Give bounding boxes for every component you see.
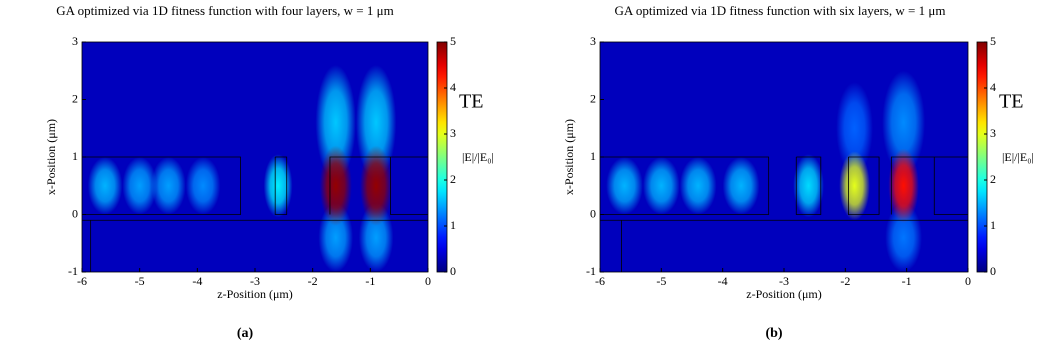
colorbar-tick-label: 3: [990, 126, 996, 140]
annotation: TE: [459, 91, 483, 113]
colorbar-tick-label: 1: [990, 218, 996, 232]
waveguide-outline: [933, 157, 968, 215]
y-tick-label: 3: [72, 34, 78, 48]
waveguide-outline: [600, 156, 770, 215]
x-tick-label: -4: [192, 274, 202, 288]
x-tick-label: -6: [77, 274, 87, 288]
y-tick-label: 0: [72, 206, 78, 220]
x-tick-label: -2: [840, 274, 850, 288]
waveguide-outline: [890, 156, 968, 215]
field-hotspot: [315, 65, 356, 180]
y-tick-label: -1: [68, 264, 78, 278]
field-hotspot: [882, 70, 926, 175]
waveguide-outline: [390, 157, 428, 215]
colorbar: [976, 41, 988, 273]
colorbar-tick-label: 2: [990, 172, 996, 186]
y-tick-label: 2: [72, 91, 78, 105]
plot-area: [600, 42, 968, 272]
x-tick-label: -3: [779, 274, 789, 288]
chart-title: GA optimized via 1D fitness function wit…: [56, 3, 393, 18]
field-hotspot: [359, 145, 393, 226]
x-axis-label: z-Position (μm): [217, 287, 292, 301]
panel-caption: (b): [765, 326, 782, 341]
field-hotspot: [263, 154, 293, 218]
y-tick-label: 1: [590, 149, 596, 163]
colorbar-tick-label: 3: [450, 126, 456, 140]
colorbar-tick-label: 1: [450, 218, 456, 232]
x-tick-label: -6: [595, 274, 605, 288]
field-hotspot: [87, 157, 123, 215]
plot-area: [82, 42, 428, 272]
y-tick-label: 3: [590, 34, 596, 48]
colorbar-tick-label: 2: [450, 172, 456, 186]
waveguide-outline: [795, 156, 822, 215]
field-hotspot: [679, 157, 717, 215]
x-tick-label: -3: [250, 274, 260, 288]
field-hotspot: [185, 157, 221, 215]
y-axis-label: x-Position (μm): [562, 119, 576, 195]
field-hotspot: [122, 157, 157, 215]
colorbar-tick-label: 0: [450, 264, 456, 278]
y-axis-label: x-Position (μm): [44, 119, 58, 195]
x-axis-label: z-Position (μm): [746, 287, 821, 301]
x-tick-label: -4: [718, 274, 728, 288]
waveguide-outline: [329, 156, 428, 215]
x-tick-label: -1: [365, 274, 375, 288]
y-tick-label: -1: [586, 264, 596, 278]
colorbar-tick-label: 4: [450, 80, 456, 94]
waveguide-outline: [848, 156, 880, 215]
colorbar-label: |E|/|E₀|: [1002, 150, 1034, 164]
field-hotspot: [836, 82, 873, 175]
field-hotspot: [722, 157, 760, 215]
colorbar-label: |E|/|E₀|: [462, 150, 494, 164]
field-hotspot: [642, 157, 680, 215]
field-hotspot: [151, 157, 186, 215]
x-tick-label: 0: [965, 274, 971, 288]
colorbar: [436, 41, 448, 273]
waveguide-outline: [82, 156, 241, 215]
field-hotspot: [606, 157, 643, 215]
field-hotspot: [355, 65, 397, 180]
y-tick-label: 1: [72, 149, 78, 163]
chart-title: GA optimized via 1D fitness function wit…: [615, 3, 946, 18]
x-tick-label: -5: [135, 274, 145, 288]
waveguide-outline: [274, 156, 288, 215]
colorbar-tick-label: 0: [990, 264, 996, 278]
colorbar-tick-label: 5: [450, 34, 456, 48]
y-tick-label: 0: [590, 206, 596, 220]
x-tick-label: 0: [425, 274, 431, 288]
field-hotspot: [319, 145, 352, 226]
colorbar-tick-label: 4: [990, 80, 996, 94]
x-tick-label: -1: [902, 274, 912, 288]
field-hotspot: [888, 148, 919, 224]
field-hotspot: [793, 154, 824, 218]
x-tick-label: -5: [656, 274, 666, 288]
y-tick-label: 2: [590, 91, 596, 105]
annotation: TE: [999, 91, 1023, 113]
colorbar-tick-label: 5: [990, 34, 996, 48]
x-tick-label: -2: [308, 274, 318, 288]
panel-caption: (a): [237, 326, 254, 341]
field-hotspot: [839, 151, 870, 221]
